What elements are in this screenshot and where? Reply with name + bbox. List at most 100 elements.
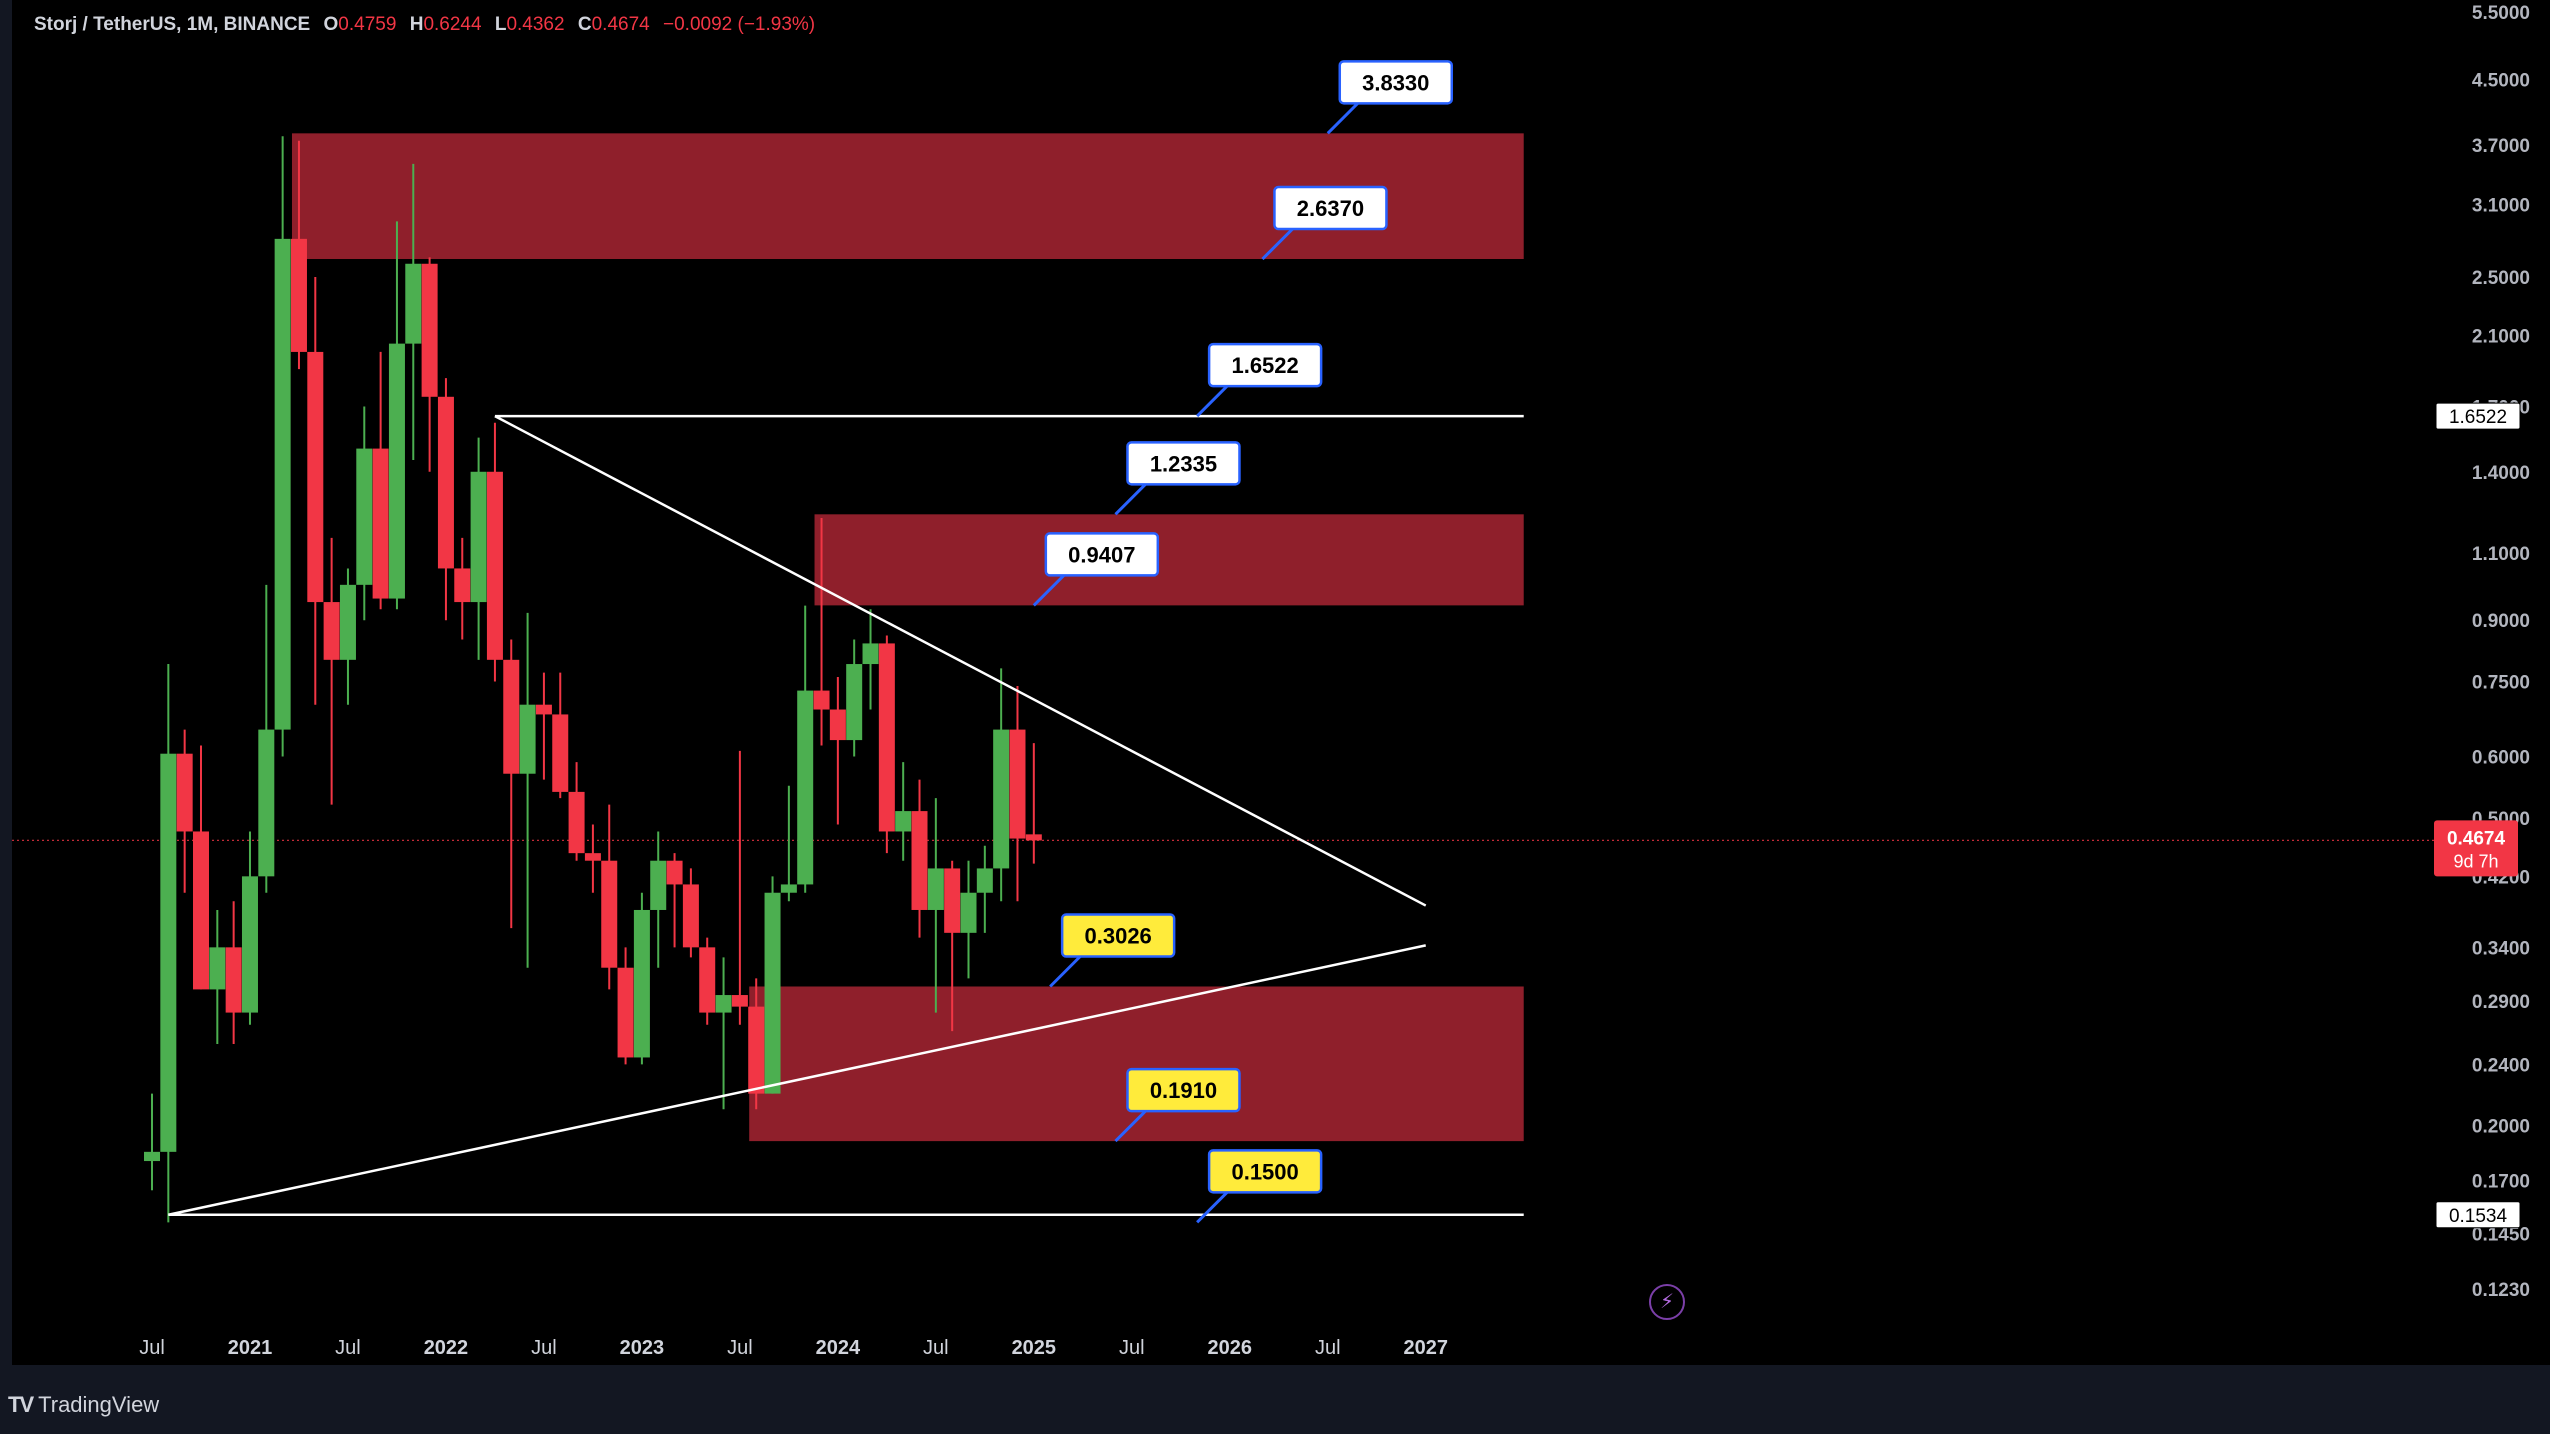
- line-level-text: 1.6522: [2449, 407, 2507, 428]
- footer-bar: [0, 1365, 2550, 1434]
- candle-body: [666, 860, 683, 885]
- price-tick-0.3400: 0.3400: [2472, 938, 2530, 959]
- label-box: [1207, 342, 1323, 388]
- symbol-title[interactable]: Storj / TetherUS, 1M, BINANCE: [34, 14, 311, 35]
- candle-body: [699, 947, 716, 1013]
- candle-body: [633, 909, 650, 1058]
- label-box: [1060, 913, 1176, 958]
- level-label-0.1910: 0.1910: [1114, 1067, 1241, 1143]
- time-tick-2021-07: Jul: [335, 1337, 361, 1359]
- plot-area[interactable]: 3.8330 2.6370 1.6522 1.2335 0.9407 0.3026 0.19…: [12, 0, 2434, 1365]
- line-level-text: 0.1534: [2449, 1206, 2508, 1227]
- open-key: O: [323, 14, 339, 35]
- candle-body: [356, 448, 373, 585]
- label-pointer: [1049, 955, 1082, 988]
- candle-2021-04: [290, 140, 307, 370]
- price-axis-canvas[interactable]: 5.50004.50003.70003.10002.50002.10001.70…: [2434, 0, 2550, 1365]
- candle-body: [421, 263, 438, 397]
- candle-body: [176, 753, 193, 832]
- candle-2022-05: [503, 639, 520, 929]
- low-value: 0.4362: [506, 14, 565, 35]
- candle-2021-11: [405, 163, 422, 460]
- candle-body: [307, 351, 324, 603]
- candle-2021-01: [241, 831, 258, 1025]
- candle-2023-06: [715, 957, 732, 1110]
- time-tick-2025-07: Jul: [1119, 1337, 1145, 1359]
- tradingview-logo[interactable]: TV TradingView: [8, 1390, 159, 1420]
- candle-body: [650, 860, 667, 910]
- candle-body: [258, 729, 275, 877]
- candle-2022-07: [535, 672, 552, 780]
- candle-body: [944, 868, 961, 933]
- candle-body: [437, 396, 454, 569]
- candle-2020-10: [192, 745, 209, 990]
- candle-2020-11: [209, 909, 226, 1045]
- candle-2021-06: [323, 537, 340, 805]
- candle-2022-09: [568, 762, 585, 861]
- candle-2024-08: [944, 860, 961, 1032]
- label-box: [1126, 441, 1241, 486]
- candle-2022-11: [601, 804, 618, 990]
- label-pointer: [1196, 1191, 1229, 1224]
- line-level-badge: [2435, 402, 2521, 430]
- low-key: L: [494, 14, 507, 35]
- candle-2023-07: [731, 750, 748, 1025]
- candle-body: [927, 868, 944, 910]
- close-key: C: [577, 14, 592, 35]
- candle-2022-04: [486, 422, 503, 682]
- candle-body: [846, 664, 863, 741]
- candle-body: [748, 1006, 765, 1094]
- candle-body: [911, 811, 928, 910]
- lightning-icon[interactable]: ⚡: [1649, 1284, 1685, 1320]
- price-axis[interactable]: 5.50004.50003.70003.10002.50002.10001.70…: [2434, 0, 2550, 1365]
- candle-body: [519, 704, 536, 774]
- time-tick-2025-01: 2025: [1012, 1337, 1057, 1359]
- candle-2023-02: [650, 831, 667, 968]
- last-price-badge: [2434, 820, 2518, 877]
- candle-2023-04: [682, 868, 699, 958]
- price-tick-0.2900: 0.2900: [2472, 992, 2530, 1013]
- candle-body: [339, 584, 356, 660]
- label-text: 0.1500: [1231, 1159, 1298, 1184]
- price-tick-3.7000: 3.7000: [2472, 136, 2530, 157]
- label-text: 1.6522: [1231, 353, 1298, 378]
- price-tick-5.5000: 5.5000: [2472, 3, 2530, 24]
- candle-2024-07: [927, 798, 944, 1013]
- label-text: 3.8330: [1362, 70, 1429, 95]
- candle-2020-08: [160, 664, 177, 1223]
- candle-body: [976, 868, 993, 893]
- symbol-header: Storj / TetherUS, 1M, BINANCE O0.4759 H0…: [34, 14, 815, 36]
- time-tick-2026-01: 2026: [1208, 1337, 1253, 1359]
- level-label-1.6522: 1.6522: [1196, 342, 1323, 418]
- candle-2024-12: [1009, 686, 1026, 902]
- change-value: −0.0092 (−1.93%): [663, 14, 816, 35]
- time-tick-2027-01: 2027: [1403, 1337, 1448, 1359]
- candle-body: [225, 947, 242, 1013]
- chart-canvas[interactable]: 3.8330 2.6370 1.6522 1.2335 0.9407 0.3026 0.19…: [12, 0, 2434, 1365]
- candle-2023-01: [633, 892, 650, 1065]
- candle-body: [813, 690, 830, 710]
- candle-2021-02: [258, 584, 275, 893]
- axis-mark-1.6522: 1.6522: [2435, 402, 2521, 430]
- time-tick-2024-07: Jul: [923, 1337, 949, 1359]
- time-tick-2026-07: Jul: [1315, 1337, 1341, 1359]
- candle-body: [290, 238, 307, 352]
- resistance-zone-3: [749, 986, 1524, 1142]
- candle-body: [535, 704, 552, 715]
- candle-body: [993, 729, 1010, 869]
- level-label-3.8330: 3.8330: [1326, 60, 1454, 135]
- level-label-0.3026: 0.3026: [1049, 913, 1176, 988]
- label-pointer: [1032, 574, 1065, 607]
- candle-body: [274, 238, 291, 730]
- candle-2022-02: [454, 537, 471, 640]
- open-value: 0.4759: [338, 14, 397, 35]
- candle-body: [552, 714, 569, 792]
- label-pointer: [1114, 483, 1147, 516]
- candle-2023-03: [666, 853, 683, 948]
- candle-body: [584, 853, 601, 861]
- time-tick-2022-07: Jul: [531, 1337, 557, 1359]
- label-text: 0.3026: [1085, 924, 1152, 949]
- candle-body: [160, 753, 177, 1152]
- candle-2020-07: [144, 1093, 160, 1191]
- price-tick-1.4000: 1.4000: [2472, 463, 2530, 484]
